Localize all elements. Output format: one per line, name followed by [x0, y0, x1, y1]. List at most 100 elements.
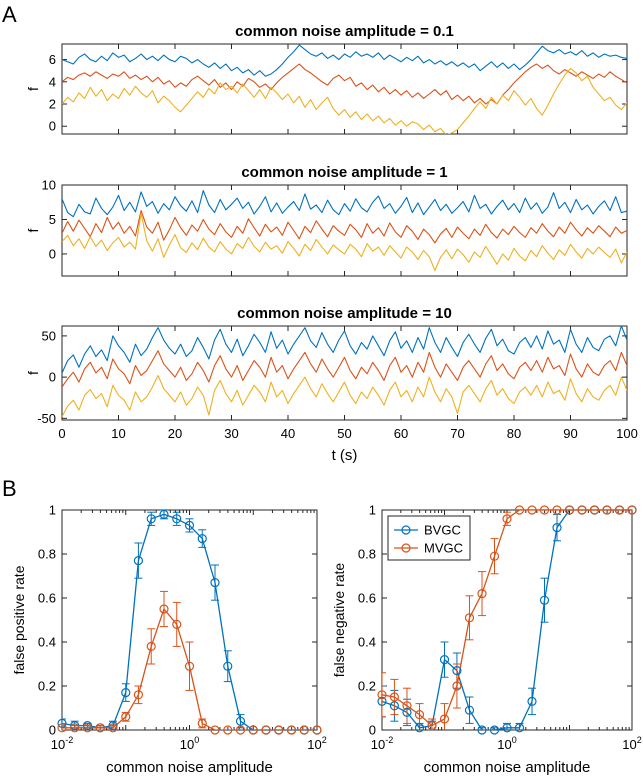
chart-2-series-2-line — [62, 374, 627, 417]
chart-1-series-2-line — [62, 212, 627, 272]
chart-1-ytick-label: 0 — [49, 246, 56, 261]
chart-3-plot-area — [62, 510, 317, 730]
chart-4-series-1-point — [589, 505, 600, 515]
chart-4-series-1-point — [389, 692, 400, 702]
chart-4-series-1-point — [514, 505, 525, 515]
chart-0-ytick-label: 6 — [49, 52, 56, 67]
chart-4-series-1-point — [564, 505, 575, 515]
chart-4-xlabel: common noise amplitude — [424, 759, 591, 776]
chart-3-axes-box — [61, 509, 318, 731]
chart-4-legend-box — [387, 515, 471, 561]
chart-2-ytick-label: 0 — [49, 370, 56, 385]
chart-4-series-0-point — [452, 665, 462, 676]
chart-4-series-0-point — [389, 701, 400, 711]
chart-4-series-0-point — [527, 696, 537, 707]
chart-2-xtick-label: 0 — [58, 426, 65, 441]
chart-3-series-1-point — [82, 723, 93, 733]
chart-4-series-0-point — [439, 654, 450, 665]
chart-4-series-0-point — [402, 707, 412, 718]
chart-0-series-2-line — [62, 67, 627, 134]
chart-3-series-0-point — [57, 718, 67, 729]
chart-2-plot-area — [62, 326, 627, 417]
chart-4-series-1-point — [439, 714, 450, 724]
chart-3-xlabel: common noise amplitude — [106, 759, 273, 776]
chart-3-series-0-point — [210, 577, 220, 588]
chart-0-ytick-label: 4 — [49, 74, 56, 89]
chart-3-xtick-label: 102 — [307, 735, 326, 752]
chart-3-ytick-label: 0.2 — [38, 679, 56, 694]
chart-4-series-1-point — [602, 505, 612, 515]
chart-3-series-0-point — [146, 514, 156, 524]
chart-3-series-1-point — [70, 723, 80, 733]
chart-0-series-1-line — [62, 63, 627, 105]
chart-4-series-1-point — [477, 588, 487, 599]
chart-0-series-0-line — [62, 44, 627, 77]
chart-2-ytick-label: -50 — [37, 411, 56, 426]
chart-0-ytick-label: 0 — [49, 119, 56, 134]
chart-4-series-1-point — [402, 701, 412, 711]
chart-2-xtick-label: 70 — [450, 426, 464, 441]
chart-1-series-0-line — [62, 189, 627, 218]
chart-3-series-0-point — [133, 555, 144, 566]
chart-4-xtick-label: 10-2 — [371, 735, 393, 752]
chart-2-axes-box — [61, 325, 628, 421]
chart-3-series-1-point — [159, 604, 169, 614]
chart-3-series-0-point — [197, 533, 207, 544]
chart-0-axes-box — [61, 43, 628, 135]
chart-4-series-0-point — [514, 723, 525, 733]
chart-0-ylabel: f — [25, 87, 41, 91]
chart-4-series-1-point — [502, 514, 512, 524]
chart-4-series-1-point — [427, 720, 437, 731]
chart-3-series-0-point — [235, 716, 246, 726]
chart-3-series-1-point — [274, 725, 284, 735]
chart-0-ytick-label: 2 — [49, 97, 56, 112]
chart-4-legend-entry: BVGC — [424, 523, 461, 538]
chart-2-xtick-label: 50 — [337, 426, 351, 441]
chart-4-series-0-point — [552, 522, 562, 533]
chart-4-ytick-label: 0.8 — [358, 547, 376, 562]
chart-3-series-0-point — [184, 520, 195, 531]
chart-3-series-0-point — [172, 514, 182, 524]
chart-3-series-1-point — [57, 723, 67, 733]
chart-4-ylabel: false negative rate — [331, 563, 347, 678]
chart-3-ytick-label: 0.8 — [38, 547, 56, 562]
chart-4-series-1-point — [577, 505, 587, 515]
chart-2-xtick-label: 100 — [616, 426, 638, 441]
chart-3-series-1-point — [197, 718, 207, 729]
chart-4-legend-entry: MVGC — [424, 541, 463, 556]
chart-0-plot-area — [62, 44, 627, 134]
chart-3-series-1-point — [235, 725, 246, 735]
chart-3-ytick-label: 0.6 — [38, 591, 56, 606]
chart-4-series-1-point — [614, 505, 625, 515]
chart-2-xtick-label: 60 — [394, 426, 408, 441]
chart-3-series-1-point — [172, 619, 182, 630]
chart-1-title: common noise amplitude = 1 — [241, 164, 447, 181]
chart-4-series-0-point — [414, 723, 425, 733]
panel-label-b: B — [2, 476, 17, 501]
chart-3-xtick-label: 10-2 — [51, 735, 73, 752]
chart-3-ytick-label: 0.4 — [38, 635, 56, 650]
chart-3-series-1-point — [210, 725, 220, 735]
chart-3-series-0-line — [62, 513, 317, 730]
chart-4-series-1-point — [414, 709, 425, 720]
chart-1-ytick-label: 5 — [49, 212, 56, 227]
chart-2-xtick-label: 10 — [111, 426, 125, 441]
chart-2-xtick-label: 40 — [281, 426, 295, 441]
chart-0-title: common noise amplitude = 0.1 — [235, 23, 454, 40]
chart-1-ytick-label: 10 — [42, 178, 56, 193]
chart-4-series-1-point — [452, 681, 462, 691]
chart-2-series-1-line — [62, 350, 627, 388]
chart-3-series-1-point — [121, 712, 131, 722]
chart-4-series-1-point — [627, 505, 637, 515]
chart-3-series-1-point — [223, 725, 233, 735]
chart-4-series-1-point — [464, 613, 475, 623]
chart-4-series-1-point — [552, 505, 562, 515]
chart-2-xlabel: t (s) — [332, 447, 358, 464]
chart-4-ytick-label: 1 — [369, 503, 376, 518]
chart-4-ytick-label: 0 — [369, 723, 376, 738]
chart-1-series-1-line — [62, 209, 627, 244]
chart-2-xtick-label: 20 — [168, 426, 182, 441]
chart-4-series-0-point — [502, 723, 512, 733]
chart-4-series-1-point — [377, 690, 387, 700]
chart-4-ytick-label: 0.2 — [358, 679, 376, 694]
